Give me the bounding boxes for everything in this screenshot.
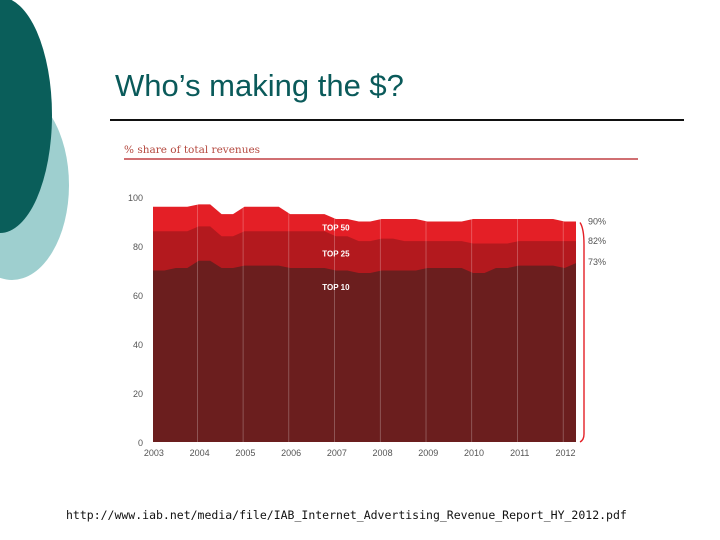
y-tick-label: 60 <box>133 291 143 301</box>
x-tick-label: 2004 <box>190 448 210 458</box>
x-tick-label: 2003 <box>144 448 164 458</box>
x-tick-label: 2007 <box>327 448 347 458</box>
x-tick-label: 2011 <box>510 448 529 458</box>
x-tick-label: 2008 <box>373 448 393 458</box>
source-url: http://www.iab.net/media/file/IAB_Intern… <box>66 508 627 522</box>
end-label-top-10: 73% <box>588 257 606 267</box>
slide-decoration <box>0 0 69 280</box>
x-tick-label: 2009 <box>418 448 438 458</box>
x-tick-label: 2006 <box>281 448 301 458</box>
series-label-top-10: TOP 10 <box>322 283 350 292</box>
y-tick-label: 100 <box>128 193 143 203</box>
y-tick-label: 20 <box>133 389 143 399</box>
series-label-top-25: TOP 25 <box>322 249 350 258</box>
chart-title: % share of total revenues <box>124 144 260 156</box>
area-top-10 <box>153 260 576 442</box>
total-bracket <box>579 222 585 443</box>
decor-circle-dark <box>0 0 52 233</box>
x-tick-label: 2005 <box>235 448 255 458</box>
end-label-top-25: 82% <box>588 236 606 246</box>
slide-title: Who’s making the $? <box>115 68 404 103</box>
y-tick-label: 80 <box>133 242 143 252</box>
revenue-share-chart: % share of total revenues 0 20 40 60 80 100 T… <box>124 144 638 458</box>
x-tick-label: 2010 <box>464 448 484 458</box>
x-tick-label: 2012 <box>555 448 575 458</box>
title-underline <box>110 119 684 121</box>
y-tick-label: 0 <box>138 438 143 448</box>
series-label-top-50: TOP 50 <box>322 224 350 233</box>
y-tick-label: 40 <box>133 340 143 350</box>
end-label-top-50: 90% <box>588 217 606 227</box>
